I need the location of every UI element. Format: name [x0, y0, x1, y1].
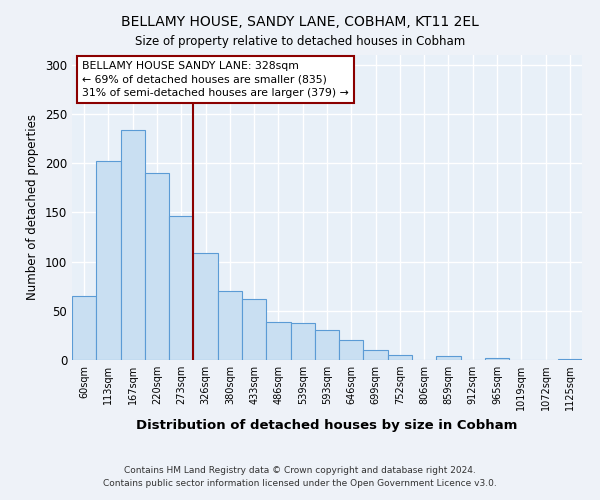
Bar — [436, 356, 461, 360]
Bar — [242, 299, 266, 360]
Bar — [485, 358, 509, 360]
Bar — [121, 130, 145, 360]
Text: BELLAMY HOUSE, SANDY LANE, COBHAM, KT11 2EL: BELLAMY HOUSE, SANDY LANE, COBHAM, KT11 … — [121, 15, 479, 29]
Bar — [315, 330, 339, 360]
Bar — [72, 296, 96, 360]
Bar — [290, 322, 315, 360]
X-axis label: Distribution of detached houses by size in Cobham: Distribution of detached houses by size … — [136, 418, 518, 432]
Bar — [218, 291, 242, 360]
Bar — [388, 355, 412, 360]
Text: BELLAMY HOUSE SANDY LANE: 328sqm
← 69% of detached houses are smaller (835)
31% : BELLAMY HOUSE SANDY LANE: 328sqm ← 69% o… — [82, 61, 349, 98]
Bar — [339, 340, 364, 360]
Bar — [96, 162, 121, 360]
Bar — [145, 173, 169, 360]
Bar — [364, 350, 388, 360]
Text: Size of property relative to detached houses in Cobham: Size of property relative to detached ho… — [135, 35, 465, 48]
Y-axis label: Number of detached properties: Number of detached properties — [26, 114, 40, 300]
Bar — [169, 216, 193, 360]
Text: Contains HM Land Registry data © Crown copyright and database right 2024.
Contai: Contains HM Land Registry data © Crown c… — [103, 466, 497, 487]
Bar — [558, 359, 582, 360]
Bar — [266, 322, 290, 360]
Bar — [193, 253, 218, 360]
